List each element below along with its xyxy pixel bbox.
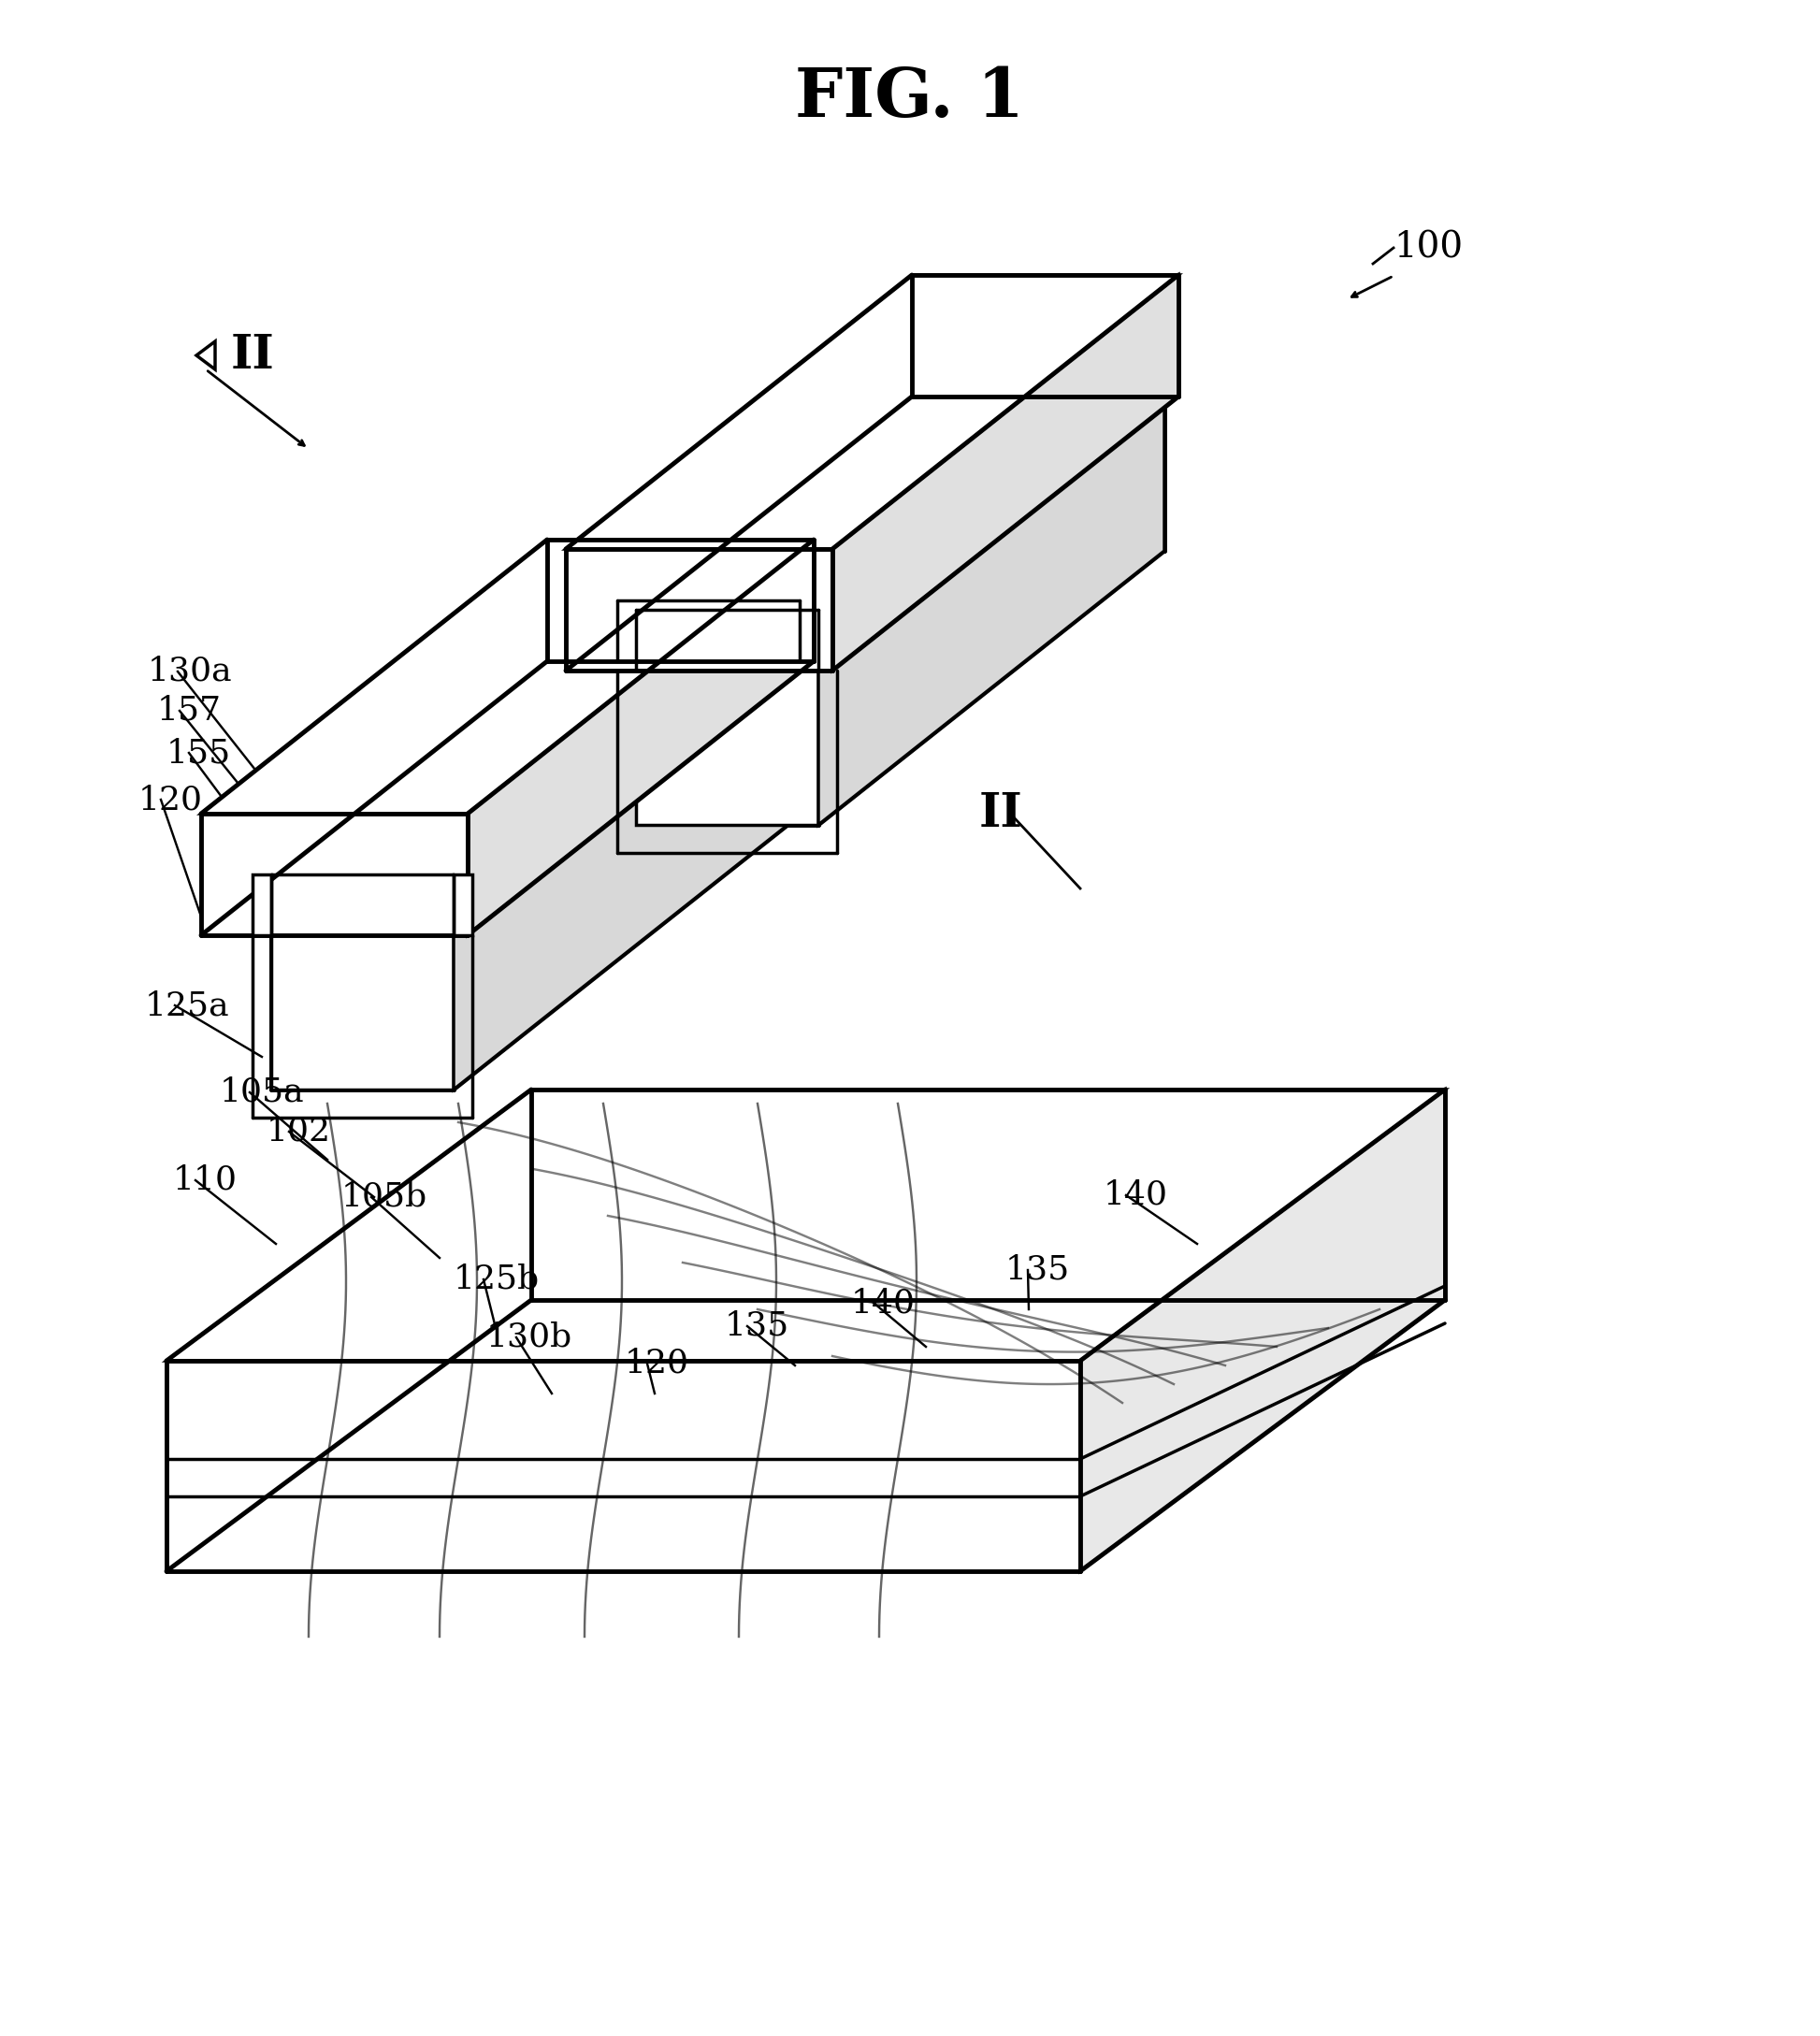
Polygon shape [635,336,1165,609]
Polygon shape [1081,1089,1445,1572]
Polygon shape [566,275,1178,550]
Polygon shape [468,540,814,935]
Text: 157: 157 [157,694,222,727]
Text: 155: 155 [166,737,231,770]
Text: 130b: 130b [486,1321,573,1354]
Polygon shape [166,1089,1445,1360]
Text: 105a: 105a [220,1077,304,1108]
Polygon shape [566,550,832,670]
Text: 100: 100 [1394,230,1463,265]
Text: FIG. 1: FIG. 1 [795,65,1025,132]
Text: 140: 140 [852,1287,915,1319]
Polygon shape [453,601,799,1089]
Text: 125a: 125a [146,989,229,1022]
Polygon shape [819,336,1165,825]
Text: II: II [231,332,275,379]
Text: 135: 135 [1005,1254,1070,1287]
Polygon shape [635,609,819,825]
Polygon shape [832,275,1178,670]
Polygon shape [271,601,799,873]
Polygon shape [453,873,473,935]
Text: II: II [979,790,1023,837]
Polygon shape [197,342,215,369]
Text: 140: 140 [1103,1179,1168,1211]
Text: 125b: 125b [453,1264,541,1295]
Polygon shape [200,814,468,935]
Text: 130a: 130a [147,656,233,688]
Text: 110: 110 [173,1165,238,1197]
Text: 102: 102 [266,1116,331,1148]
Polygon shape [200,540,814,814]
Text: 120: 120 [624,1348,690,1380]
Text: 135: 135 [724,1311,790,1342]
Polygon shape [166,1360,1081,1572]
Text: 120: 120 [138,784,204,816]
Text: 105b: 105b [342,1181,428,1213]
Polygon shape [271,873,453,1089]
Polygon shape [253,873,271,935]
